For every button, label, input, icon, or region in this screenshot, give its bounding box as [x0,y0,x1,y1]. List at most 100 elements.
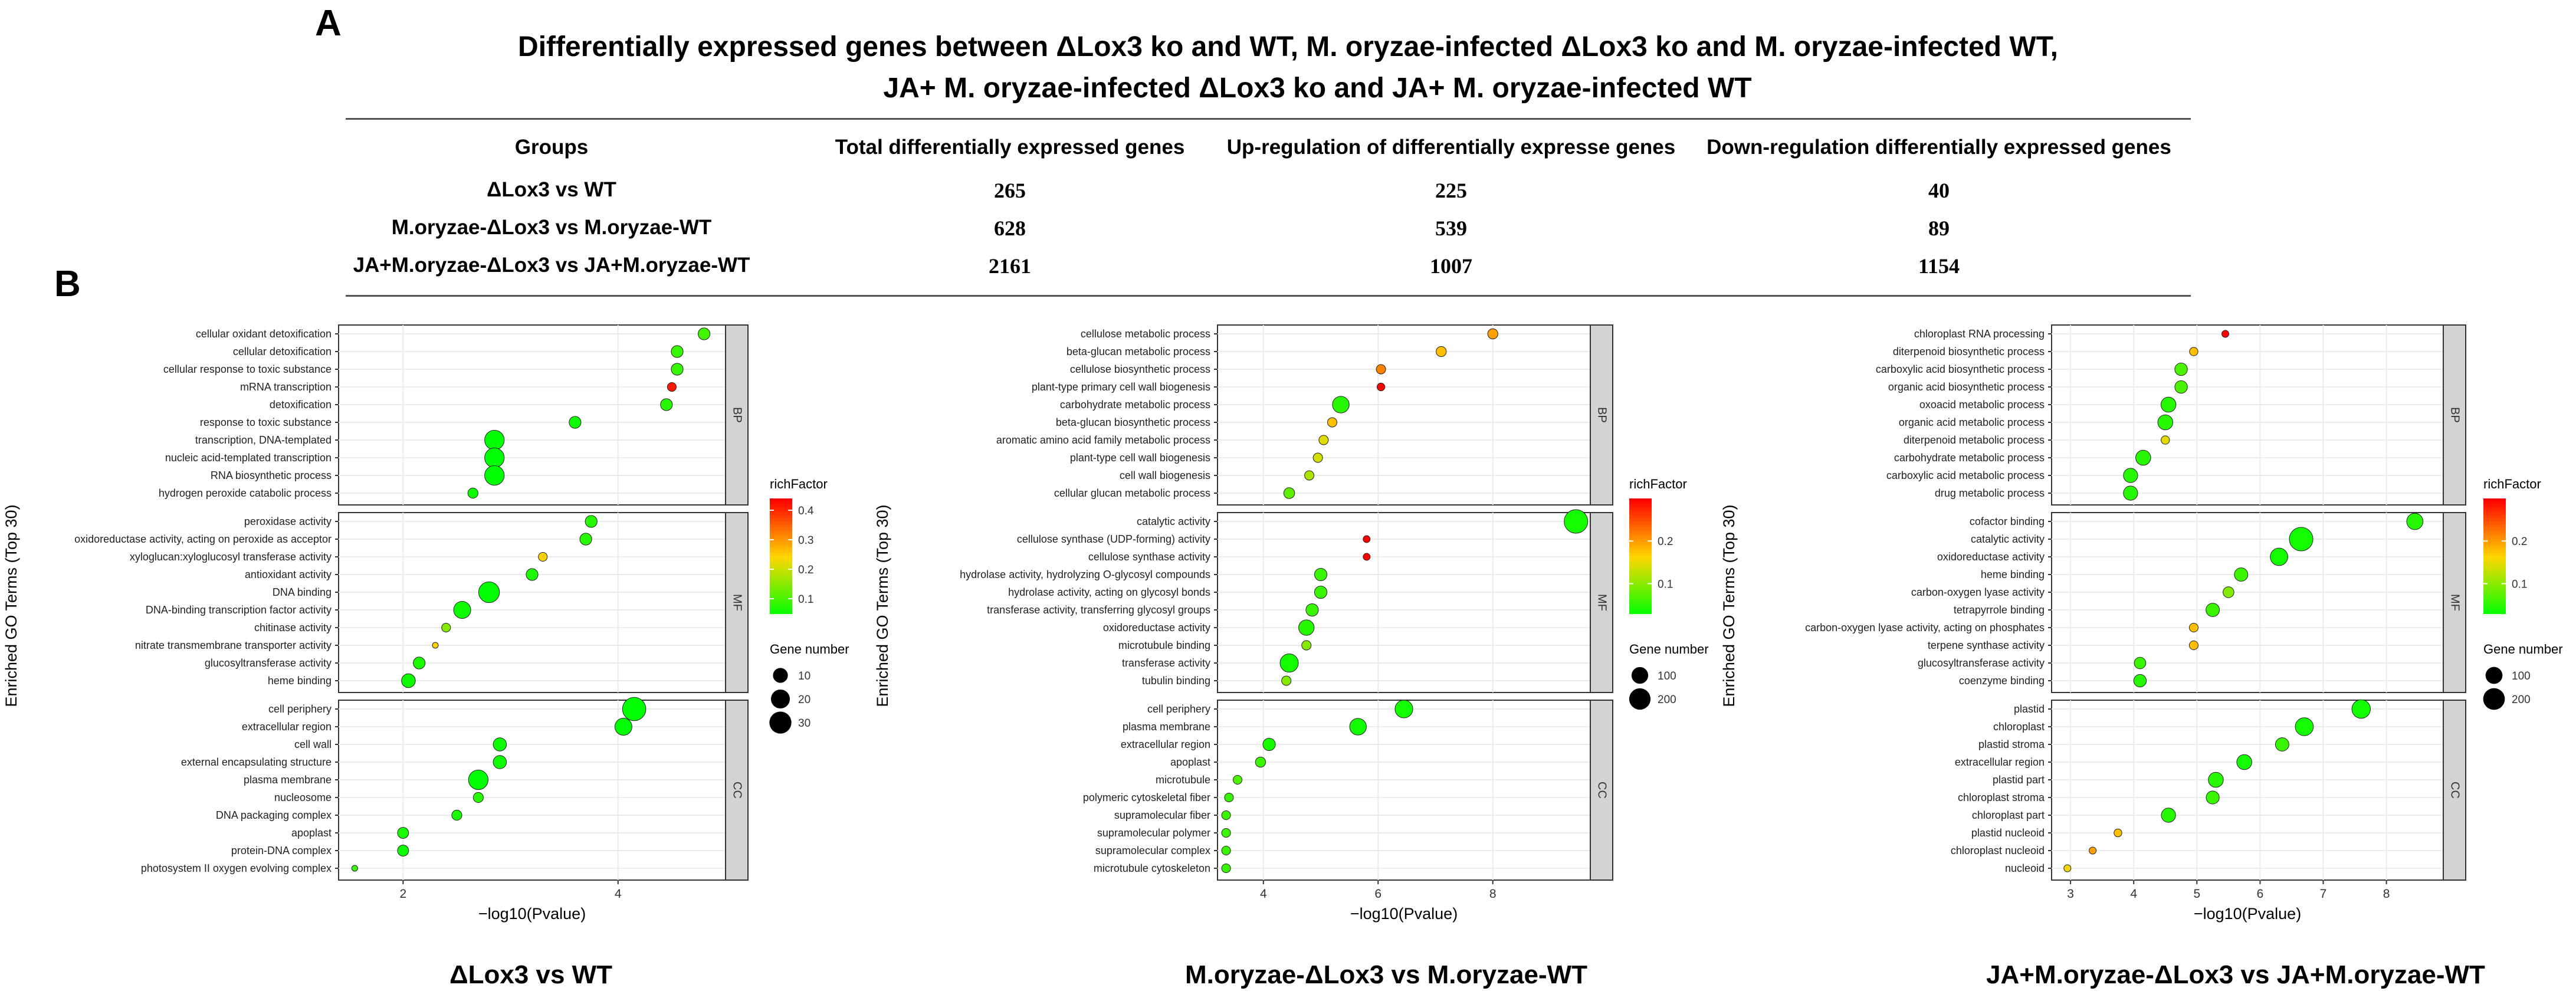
data-point [1233,775,1243,785]
up-cell: 1007 [1430,254,1472,278]
data-point [2161,808,2176,823]
size-legend-symbol [769,711,792,734]
data-point [538,552,548,562]
data-point [2114,828,2122,838]
data-point [351,865,358,872]
color-legend-swatch [770,556,792,560]
color-legend-swatch [2483,599,2506,603]
data-point [2188,622,2199,633]
color-legend-title: richFactor [1629,477,1687,491]
term-label: extracellular region [1121,739,1210,750]
data-point [401,673,416,688]
y-axis-title: Enriched GO Terms (Top 30) [1720,504,1738,707]
data-point [2123,468,2138,483]
data-point [1255,756,1266,768]
data-point [526,568,539,581]
caption-plot2: M.oryzae-ΔLox3 vs M.oryzae-WT [1185,960,1587,989]
data-point [667,382,677,392]
term-label: response to toxic substance [200,416,332,428]
term-label: cofactor binding [1970,516,2045,527]
color-legend-swatch [2483,530,2506,534]
color-legend-swatch [1629,527,1652,531]
data-point [1221,828,1231,838]
data-point [2123,485,2138,501]
color-legend-swatch [2483,553,2506,557]
data-point [1221,846,1231,855]
color-legend-swatch [770,602,792,606]
color-legend-swatch [1629,521,1652,525]
color-legend-swatch [2483,573,2506,577]
color-legend-title: richFactor [770,477,828,491]
color-legend-swatch [2483,544,2506,548]
color-legend-swatch [1629,501,1652,505]
color-legend-swatch [1629,596,1652,600]
color-legend-swatch [1629,516,1652,520]
data-point [1298,619,1315,636]
data-point [2275,737,2289,751]
term-label: cell periphery [268,703,332,715]
data-point [1487,328,1498,340]
data-point [413,657,426,669]
term-label: nitrate transmembrane transporter activi… [135,639,332,651]
term-label: microtubule [1156,774,1210,786]
x-tick-label: 6 [1374,887,1381,901]
x-tick-label: 3 [2067,887,2074,901]
color-legend-swatch [2483,513,2506,517]
header-groups: Groups [514,136,589,159]
term-label: xyloglucan:xyloglucosyl transferase acti… [130,551,332,563]
data-point [2208,772,2224,788]
term-label: glucosyltransferase activity [1918,657,2045,669]
data-point [2236,754,2252,770]
color-legend-swatch [770,547,792,551]
data-point [697,327,711,340]
color-legend-swatch [2483,536,2506,540]
data-point [1221,810,1231,820]
facet-strip [725,700,749,881]
data-point [432,642,439,649]
color-legend-swatch [770,608,792,612]
color-legend-swatch [2483,585,2506,589]
color-legend-swatch [1629,518,1652,522]
color-legend-swatch [770,582,792,586]
term-label: carbon-oxygen lyase activity, acting on … [1805,622,2045,634]
color-legend-swatch [1629,565,1652,568]
color-legend-label: 0.1 [798,593,813,606]
facet-strip [2443,512,2466,693]
term-label: apoplast [291,827,332,839]
data-point [2135,449,2151,466]
term-label: carbohydrate metabolic process [1894,452,2045,464]
data-point [1221,864,1231,873]
table-title-line2: JA+ M. oryzae-infected ΔLox3 ko and JA+ … [883,73,1752,104]
data-point [2289,527,2314,552]
term-label: transferase activity, transferring glyco… [987,604,1210,616]
facet-strip [1590,324,1613,506]
color-legend-swatch [1629,504,1652,508]
panel-b-label: B [54,264,81,304]
down-cell: 1154 [1918,254,1960,278]
data-point [2206,603,2220,617]
color-legend-swatch [2483,550,2506,554]
data-point [2221,330,2229,338]
color-legend-swatch [2483,602,2506,606]
go-bubble-plot: chloroplast RNA processing diterpenoid bi… [1720,324,2563,923]
data-point [1327,417,1337,428]
color-legend-swatch [770,576,792,580]
data-point [1281,675,1292,686]
down-cell: 89 [1928,216,1950,240]
data-point [2234,567,2249,582]
color-legend-swatch [1629,550,1652,554]
term-label: plastid part [1993,774,2045,786]
color-legend-swatch [770,579,792,583]
term-label: plastid nucleoid [1971,827,2045,839]
data-point [2223,586,2234,598]
term-label: cellulose synthase (UDP-forming) activit… [1017,533,1210,545]
color-legend-swatch [1629,530,1652,534]
color-legend-swatch [2483,579,2506,583]
term-label: oxoacid metabolic process [1919,399,2045,411]
x-axis-title: −log10(Pvalue) [1350,905,1458,923]
data-point [1564,509,1589,534]
color-legend-swatch [1629,562,1652,566]
x-tick-label: 2 [399,887,406,901]
term-label: supramolecular complex [1095,845,1210,856]
term-label: chloroplast nucleoid [1951,845,2045,856]
